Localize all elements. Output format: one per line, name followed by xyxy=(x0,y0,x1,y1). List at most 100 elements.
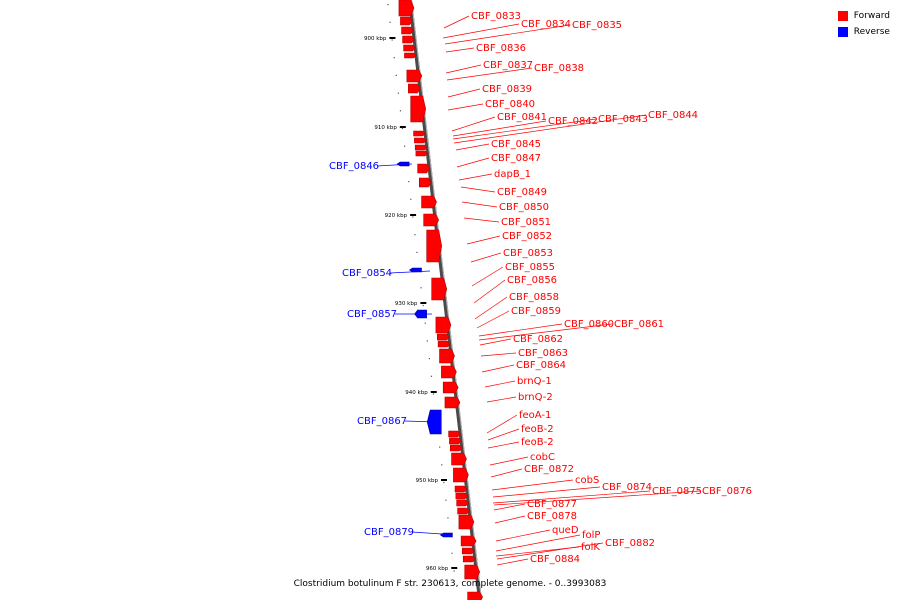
forward-gene-block xyxy=(406,69,423,83)
forward-gene-block xyxy=(444,396,461,409)
gene-label[interactable]: CBF_0861 xyxy=(614,319,664,330)
gene-leader-line xyxy=(479,338,512,346)
gene-label[interactable]: feoB-2 xyxy=(521,424,554,435)
minor-tick xyxy=(424,322,426,324)
gene-leader-line xyxy=(376,163,413,167)
gene-label[interactable]: CBF_0852 xyxy=(502,231,552,242)
gene-label[interactable]: CBF_0834 xyxy=(521,19,571,30)
gene-label[interactable]: CBF_0849 xyxy=(497,187,547,198)
gene-label[interactable]: folK xyxy=(581,542,600,553)
gene-label[interactable]: CBF_0847 xyxy=(491,153,541,164)
gene-label[interactable]: CBF_0842 xyxy=(548,116,598,127)
gene-label[interactable]: folP xyxy=(582,530,600,541)
gene-leader-line xyxy=(447,103,484,111)
forward-gene-block xyxy=(431,277,448,301)
gene-label[interactable]: CBF_0875 xyxy=(652,486,702,497)
backbone-layer xyxy=(408,0,482,600)
gene-leader-line xyxy=(476,310,510,329)
gene-label[interactable]: CBF_0853 xyxy=(503,248,553,259)
gene-label[interactable]: dapB_1 xyxy=(494,169,531,180)
minor-tick xyxy=(403,145,406,147)
gene-label[interactable]: CBF_0864 xyxy=(516,360,566,371)
genome-backbone xyxy=(408,0,482,600)
gene-label[interactable]: CBF_0846 xyxy=(329,161,379,172)
gene-label[interactable]: brnQ-2 xyxy=(518,392,553,403)
gene-label[interactable]: cobC xyxy=(530,452,555,463)
tick-label: 950 kbp xyxy=(416,478,439,484)
gene-label[interactable]: brnQ-1 xyxy=(517,376,552,387)
tick-label: 960 kbp xyxy=(426,566,449,572)
gene-leader-line xyxy=(389,270,431,274)
backbone-highlight xyxy=(411,0,482,600)
gene-label[interactable]: CBF_0872 xyxy=(524,464,574,475)
gene-label[interactable]: queD xyxy=(552,525,579,536)
gene-label[interactable]: feoB-2 xyxy=(521,437,554,448)
gene-leader-line xyxy=(447,88,481,98)
gene-label[interactable]: CBF_0859 xyxy=(511,306,561,317)
legend: Forward Reverse xyxy=(837,8,890,40)
gene-label[interactable]: CBF_0854 xyxy=(342,268,392,279)
gene-label[interactable]: CBF_0837 xyxy=(483,60,533,71)
gene-leader-line xyxy=(463,217,500,223)
gene-label[interactable]: CBF_0858 xyxy=(509,292,559,303)
gene-label[interactable]: CBF_0874 xyxy=(602,482,652,493)
forward-gene-block xyxy=(401,26,414,35)
gene-label[interactable]: CBF_0850 xyxy=(499,202,549,213)
gene-label[interactable]: CBF_0856 xyxy=(507,275,557,286)
minor-tick xyxy=(451,552,453,554)
gene-label[interactable]: CBF_0876 xyxy=(702,486,752,497)
tick-label: 900 kbp xyxy=(364,36,387,42)
gene-label[interactable]: CBF_0836 xyxy=(476,43,526,54)
gene-label[interactable]: CBF_0867 xyxy=(357,416,407,427)
forward-gene-block xyxy=(467,591,483,600)
gene-label[interactable]: CBF_0845 xyxy=(491,139,541,150)
gene-label[interactable]: cobS xyxy=(575,475,599,486)
forward-gene-block xyxy=(426,229,443,263)
gene-leader-line xyxy=(466,235,501,245)
gene-label[interactable]: CBF_0882 xyxy=(605,538,655,549)
gene-label[interactable]: CBF_0877 xyxy=(527,499,577,510)
genome-caption: Clostridium botulinum F str. 230613, com… xyxy=(293,579,607,589)
gene-leader-line xyxy=(470,252,502,263)
gene-label[interactable]: CBF_0855 xyxy=(505,262,555,273)
forward-gene-block xyxy=(410,95,427,123)
gene-label[interactable]: CBF_0863 xyxy=(518,348,568,359)
minor-tick xyxy=(414,234,416,236)
gene-label[interactable]: CBF_0833 xyxy=(471,11,521,22)
gene-leader-line xyxy=(445,64,482,74)
forward-gene-block xyxy=(462,555,476,563)
legend-item-forward: Forward xyxy=(837,8,890,23)
gene-label[interactable]: CBF_0857 xyxy=(347,309,397,320)
gene-leader-line xyxy=(492,486,601,498)
gene-label[interactable]: CBF_0839 xyxy=(482,84,532,95)
gene-label[interactable]: CBF_0840 xyxy=(485,99,535,110)
gene-leader-line xyxy=(489,456,529,466)
gene-leader-line xyxy=(490,468,523,478)
minor-tick xyxy=(420,287,422,289)
gene-leader-line xyxy=(444,24,571,45)
gene-label[interactable]: CBF_0841 xyxy=(497,112,547,123)
gene-label[interactable]: CBF_0860 xyxy=(564,319,614,330)
gene-label[interactable]: feoA-1 xyxy=(519,410,551,421)
gene-label[interactable]: CBF_0879 xyxy=(364,527,414,538)
gene-leader-line xyxy=(473,279,506,304)
minor-tick xyxy=(443,481,445,484)
legend-item-reverse: Reverse xyxy=(837,24,890,39)
minor-tick xyxy=(441,464,443,466)
gene-leader-line xyxy=(478,323,563,337)
gene-label[interactable]: CBF_0884 xyxy=(530,554,580,565)
forward-gene-block xyxy=(423,213,440,227)
gene-label[interactable]: CBF_0835 xyxy=(572,20,622,31)
gene-leader-line xyxy=(495,534,581,552)
gene-label[interactable]: CBF_0843 xyxy=(598,114,648,125)
tick-label: 920 kbp xyxy=(385,213,408,219)
forward-gene-block xyxy=(414,144,428,151)
gene-label[interactable]: CBF_0862 xyxy=(513,334,563,345)
minor-tick xyxy=(445,499,447,501)
gene-label[interactable]: CBF_0878 xyxy=(527,511,577,522)
reverse-swatch xyxy=(837,26,848,37)
gene-label[interactable]: CBF_0851 xyxy=(501,217,551,228)
gene-label[interactable]: CBF_0838 xyxy=(534,63,584,74)
gene-label[interactable]: CBF_0844 xyxy=(648,110,698,121)
minor-tick xyxy=(408,181,410,183)
